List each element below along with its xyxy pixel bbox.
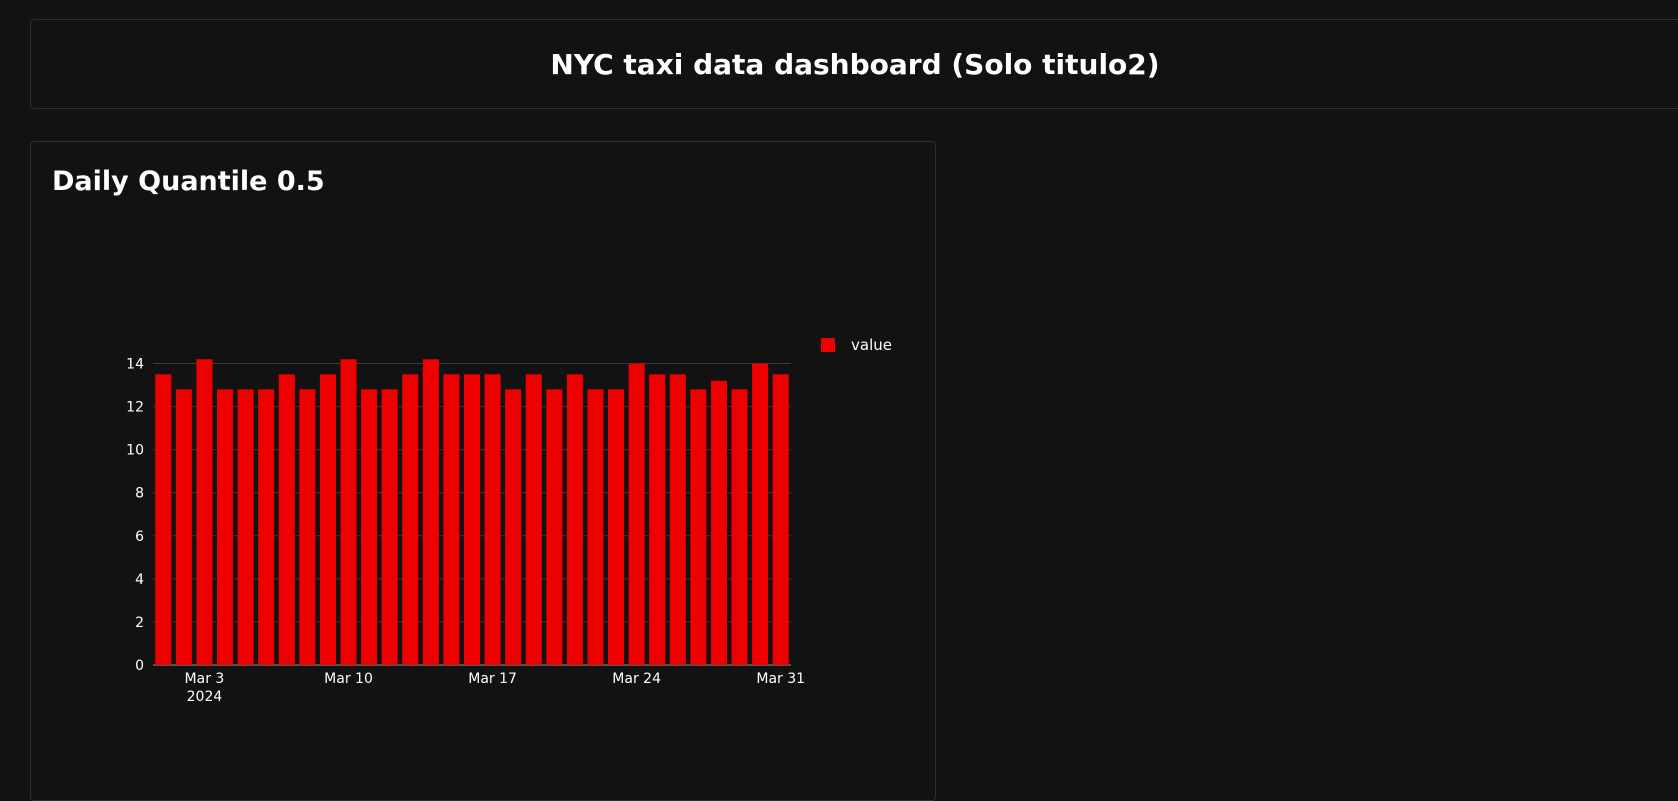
bar[interactable]	[237, 389, 254, 665]
bar[interactable]	[710, 380, 727, 665]
y-tick-label: 12	[126, 400, 144, 416]
y-tick-label: 4	[135, 572, 144, 588]
bar[interactable]	[546, 389, 563, 665]
bar[interactable]	[752, 363, 769, 665]
y-tick-label: 0	[135, 658, 144, 674]
bar[interactable]	[340, 359, 357, 665]
chart-card: Daily Quantile 0.5 0 2 4 6 8 10 12 14 Mar 3 2024 M…	[30, 141, 936, 801]
x-tick-label: Mar 31	[756, 671, 805, 687]
bar[interactable]	[731, 389, 748, 665]
bar[interactable]	[484, 374, 501, 665]
x-tick-sublabel: 2024	[187, 689, 223, 705]
dashboard-title: NYC taxi data dashboard (Solo titulo2)	[550, 48, 1160, 81]
bar[interactable]	[463, 374, 481, 665]
bar[interactable]	[299, 389, 316, 665]
legend-swatch	[821, 338, 835, 352]
bar[interactable]	[217, 389, 234, 665]
bar[interactable]	[772, 374, 789, 665]
bar[interactable]	[566, 374, 583, 665]
bar[interactable]	[258, 389, 275, 665]
header-card: NYC taxi data dashboard (Solo titulo2)	[30, 19, 1678, 109]
y-tick-label: 2	[135, 615, 144, 631]
x-tick-label: Mar 3	[185, 671, 225, 687]
y-tick-label: 6	[135, 529, 144, 545]
y-tick-label: 8	[135, 486, 144, 502]
bar[interactable]	[649, 374, 666, 665]
bar[interactable]	[587, 389, 604, 665]
legend[interactable]: value	[821, 336, 892, 354]
bar[interactable]	[608, 389, 625, 665]
bar[interactable]	[669, 374, 686, 665]
bar[interactable]	[505, 389, 522, 665]
bar[interactable]	[361, 389, 378, 665]
x-tick-label: Mar 17	[468, 671, 517, 687]
bar[interactable]	[155, 374, 172, 665]
bar-chart[interactable]: 0 2 4 6 8 10 12 14 Mar 3 2024 Mar 10 Mar 17 Mar 24 Ma…	[31, 142, 935, 782]
x-tick-label: Mar 10	[324, 671, 373, 687]
legend-label: value	[851, 336, 892, 354]
bar[interactable]	[628, 363, 645, 665]
y-tick-label: 10	[126, 443, 144, 459]
x-tick-label: Mar 24	[612, 671, 661, 687]
bar[interactable]	[278, 374, 295, 665]
chart-card-title: Daily Quantile 0.5	[52, 166, 325, 197]
bar[interactable]	[175, 389, 192, 665]
bar[interactable]	[422, 359, 439, 665]
bar[interactable]	[319, 374, 336, 665]
bar[interactable]	[196, 359, 213, 665]
bar[interactable]	[443, 374, 460, 665]
bar[interactable]	[525, 374, 542, 665]
bar[interactable]	[381, 389, 398, 665]
bar[interactable]	[690, 389, 707, 665]
y-tick-label: 14	[126, 357, 144, 373]
bar[interactable]	[402, 374, 419, 665]
